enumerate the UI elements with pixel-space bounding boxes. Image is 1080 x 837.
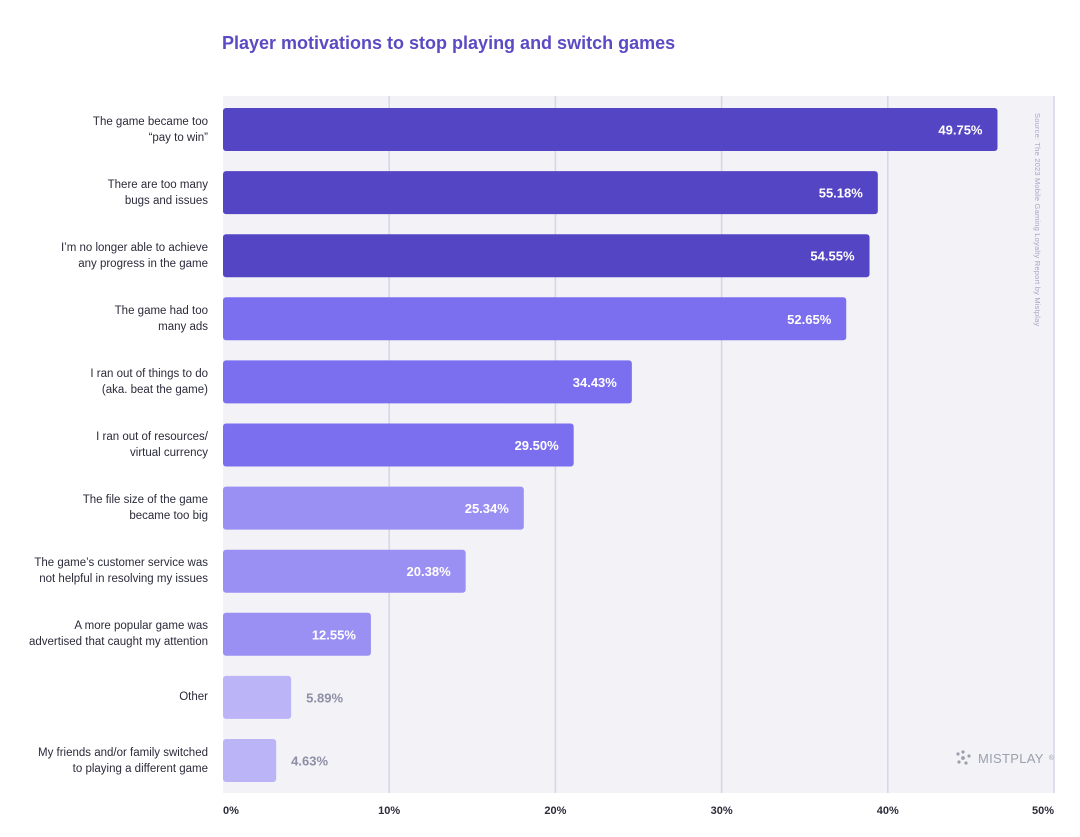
source-note: Source: The 2023 Mobile Gaming Loyalty R… [1033, 113, 1042, 327]
category-label: My friends and/or family switched to pla… [37, 746, 208, 775]
bar-value-label: 54.55% [810, 249, 855, 264]
bar [223, 423, 574, 467]
bar [223, 612, 371, 656]
category-label: I ran out of things to do (aka. beat the… [90, 367, 208, 396]
bar-value-label: 4.63% [291, 754, 328, 769]
x-tick-label: 30% [711, 805, 733, 817]
bar [223, 108, 998, 151]
bar-value-label: 55.18% [819, 186, 864, 201]
category-label: The game’s customer service was not help… [34, 557, 208, 586]
category-label: Other [179, 691, 208, 704]
bar-value-label: 25.34% [465, 501, 510, 516]
bar-value-label: 12.55% [312, 627, 357, 642]
category-label: The game became too “pay to win” [92, 115, 208, 144]
bar [223, 297, 847, 341]
mistplay-logo: MISTPLAY ® [955, 750, 1054, 766]
logo-registered: ® [1048, 754, 1055, 762]
category-label: The game had too many ads [114, 304, 208, 333]
x-tick-label: 50% [1032, 805, 1054, 817]
bar-value-label: 29.50% [515, 438, 560, 453]
category-label: I ran out of resources/ virtual currency [96, 431, 208, 459]
bar-value-label: 20.38% [407, 564, 452, 579]
bar [223, 739, 277, 782]
bar [223, 549, 466, 593]
bar [223, 360, 632, 404]
category-label: A more popular game was advertised that … [29, 620, 208, 649]
x-tick-label: 10% [378, 805, 400, 817]
bar-value-label: 49.75% [938, 123, 983, 138]
chart-title: Player motivations to stop playing and s… [222, 33, 676, 53]
bar-value-label: 34.43% [573, 375, 618, 390]
bar [223, 675, 292, 719]
bar [223, 486, 524, 530]
category-label: There are too many bugs and issues [107, 178, 208, 207]
x-tick-label: 40% [877, 805, 899, 817]
x-tick-label: 0% [223, 805, 239, 817]
category-label: The file size of the game became too big [82, 494, 208, 523]
bar-value-label: 5.89% [306, 690, 343, 705]
bar-value-label: 52.65% [787, 312, 832, 327]
mistplay-logo-icon [956, 750, 971, 765]
x-tick-label: 20% [544, 805, 566, 817]
bar [223, 234, 870, 278]
logo-wordmark: MISTPLAY [978, 750, 1044, 766]
category-label: I’m no longer able to achieve any progre… [60, 241, 208, 270]
bar [223, 171, 878, 215]
